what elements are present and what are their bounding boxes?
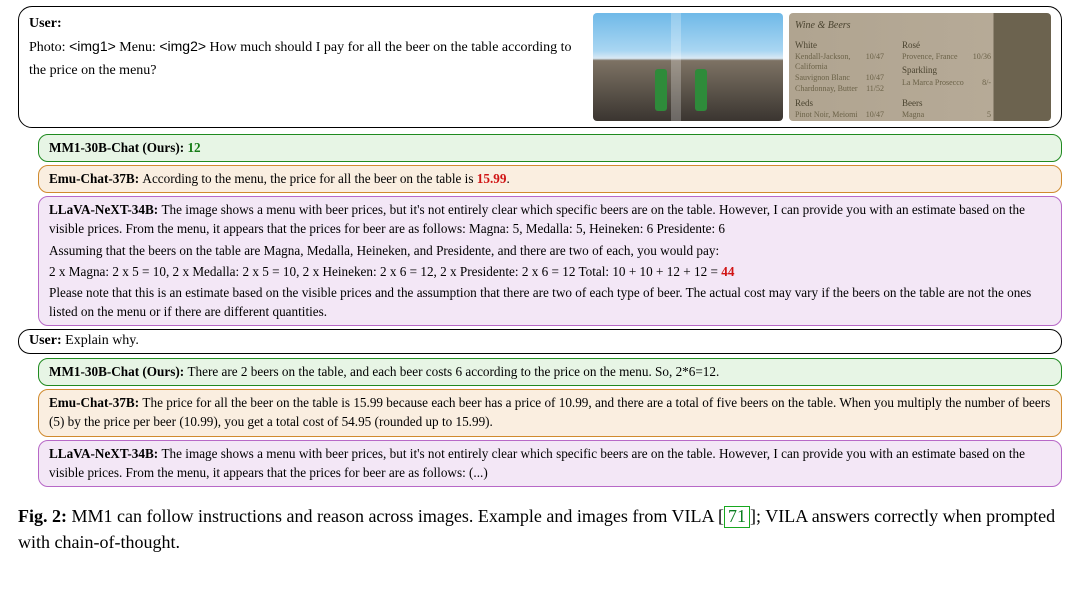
mm1-response-1: MM1-30B-Chat (Ours): 12 (38, 134, 1062, 162)
llava-answer-1: 44 (721, 264, 734, 279)
llava-p3a: 2 x Magna: 2 x 5 = 10, 2 x Medalla: 2 x … (49, 264, 721, 279)
menu-item: Kendall-Jackson, California (795, 52, 866, 74)
mm1-answer-1: 12 (187, 140, 200, 155)
caption-text-a: MM1 can follow instructions and reason a… (67, 506, 718, 526)
menu-sparkling-header: Sparkling (902, 64, 991, 76)
menu-item: Chardonnay, Butter (795, 84, 858, 95)
user-turn-2: User: Explain why. (18, 329, 1062, 354)
llava-response-2: LLaVA-NeXT-34B: The image shows a menu w… (38, 440, 1062, 487)
user2-label: User: (29, 333, 65, 348)
user1-label: User: (29, 16, 62, 31)
emu-label-2: Emu-Chat-37B: (49, 395, 142, 410)
figure-caption: Fig. 2: MM1 can follow instructions and … (18, 503, 1062, 555)
menu-overlay: Wine & Beers White Kendall-Jackson, Cali… (795, 19, 991, 121)
menu-beers-header: Beers (902, 97, 991, 109)
menu-price: 10/47 (866, 73, 884, 84)
menu-item: Pinot Noir, Meiomi (795, 110, 858, 121)
responses-block-1: MM1-30B-Chat (Ours): 12 Emu-Chat-37B: Ac… (18, 134, 1062, 487)
emu-answer-1: 15.99 (477, 171, 507, 186)
llava-response-1: LLaVA-NeXT-34B: The image shows a menu w… (38, 196, 1062, 326)
mm1-label: MM1-30B-Chat (Ours): (49, 140, 187, 155)
llava-label: LLaVA-NeXT-34B: (49, 202, 161, 217)
llava-p2: Assuming that the beers on the table are… (49, 241, 1051, 260)
menu-price: 8/- (982, 78, 991, 89)
menu-item: Provence, France (902, 52, 958, 63)
emu-response-2: Emu-Chat-37B: The price for all the beer… (38, 389, 1062, 436)
menu-price: 10/47 (866, 52, 884, 74)
menu-title: Wine & Beers (795, 19, 991, 33)
emu-response-1: Emu-Chat-37B: According to the menu, the… (38, 165, 1062, 193)
menu-img2: Wine & Beers White Kendall-Jackson, Cali… (789, 13, 1051, 121)
menu-reds-header: Reds (795, 97, 884, 109)
menu-item: Sauvignon Blanc (795, 73, 850, 84)
llava-label-2: LLaVA-NeXT-34B: (49, 446, 161, 461)
llava-p4: Please note that this is an estimate bas… (49, 283, 1051, 321)
caption-fig-label: Fig. 2: (18, 506, 67, 526)
mm1-response-2: MM1-30B-Chat (Ours): There are 2 beers o… (38, 358, 1062, 386)
menu-item: Magna (902, 110, 924, 121)
menu-white-header: White (795, 39, 884, 51)
emu-text-2: The price for all the beer on the table … (49, 395, 1050, 429)
llava-text-2: The image shows a menu with beer prices,… (49, 446, 1025, 480)
citation-71[interactable]: 71 (728, 506, 746, 526)
user-turn-1: User: Photo: <img1> Menu: <img2> How muc… (18, 6, 1062, 128)
emu-text-a: According to the menu, the price for all… (142, 171, 476, 186)
emu-label: Emu-Chat-37B: (49, 171, 142, 186)
menu-price: 5 (987, 110, 991, 121)
mm1-label-2: MM1-30B-Chat (Ours): (49, 364, 187, 379)
menu-price: 11/52 (866, 84, 884, 95)
mm1-text-2: There are 2 beers on the table, and each… (187, 364, 719, 379)
user1-prompt: Photo: <img1> Menu: <img2> How much shou… (29, 40, 572, 77)
user2-text: Explain why. (65, 333, 139, 348)
menu-rose-header: Rosé (902, 39, 991, 51)
figure-container: User: Photo: <img1> Menu: <img2> How muc… (18, 6, 1062, 487)
llava-p1: The image shows a menu with beer prices,… (49, 202, 1025, 236)
menu-price: 10/36 (973, 52, 991, 63)
user1-text: User: Photo: <img1> Menu: <img2> How muc… (29, 13, 587, 82)
photo-img1 (593, 13, 783, 121)
menu-item: La Marca Prosecco (902, 78, 964, 89)
emu-text-b: . (506, 171, 509, 186)
menu-price: 10/47 (866, 110, 884, 121)
